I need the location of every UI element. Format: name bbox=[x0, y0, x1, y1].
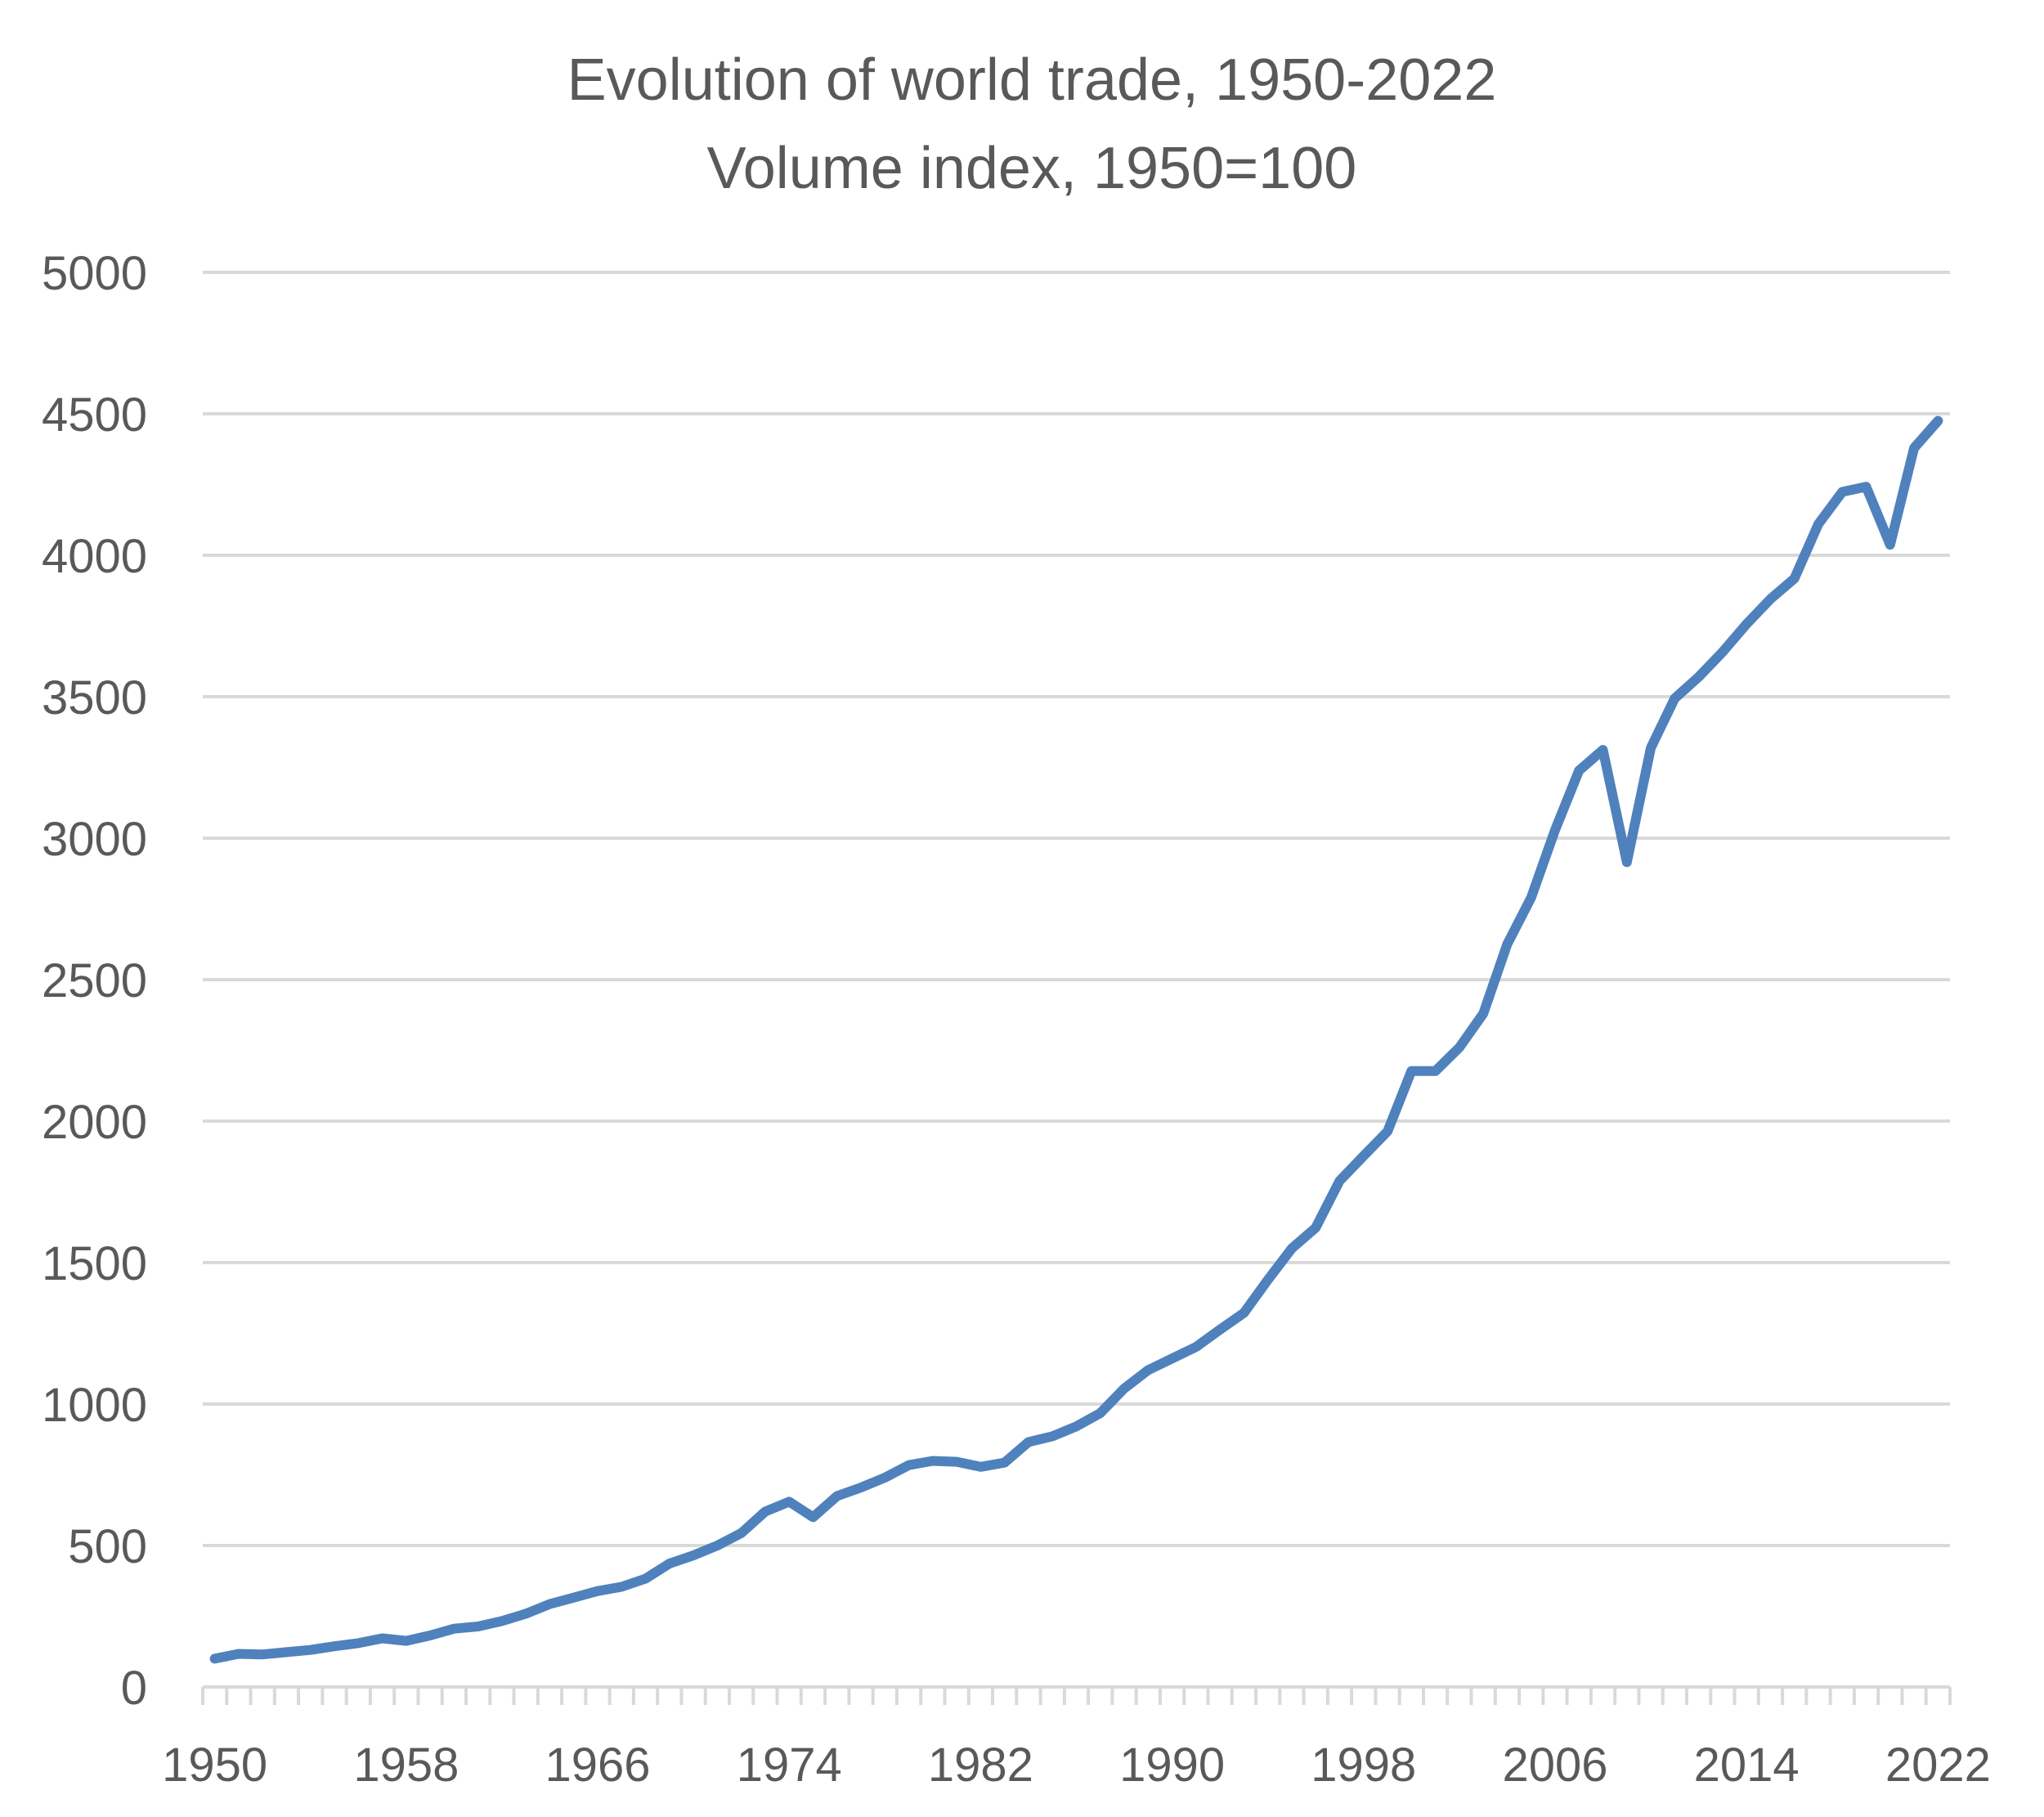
x-tick-label: 2014 bbox=[1694, 1738, 1800, 1792]
x-tick-label: 1990 bbox=[1119, 1738, 1225, 1792]
chart-subtitle: Volume index, 1950=100 bbox=[707, 136, 1357, 201]
series-line bbox=[209, 415, 1943, 1664]
y-tick-label: 5000 bbox=[42, 247, 147, 300]
y-tick-label: 500 bbox=[68, 1520, 147, 1573]
y-tick-label: 3500 bbox=[42, 671, 147, 725]
y-tick-label: 1500 bbox=[42, 1237, 147, 1290]
series-layer bbox=[209, 415, 1943, 1664]
x-tick-label: 2006 bbox=[1502, 1738, 1607, 1792]
y-tick-label: 2500 bbox=[42, 954, 147, 1007]
y-tick-label: 4000 bbox=[42, 530, 147, 583]
x-tick-label: 2022 bbox=[1885, 1738, 1991, 1792]
x-tick-label: 1982 bbox=[928, 1738, 1033, 1792]
y-tick-label: 0 bbox=[121, 1662, 147, 1715]
x-tick-label: 1974 bbox=[737, 1738, 842, 1792]
y-tick-label: 3000 bbox=[42, 813, 147, 866]
y-axis-labels: 0 500 1000 1500 2000 2500 3000 3500 4000 4500 5000 bbox=[42, 247, 147, 1715]
x-axis-labels: 1950 1958 1966 1974 1982 1990 1998 2006 2014 2022 bbox=[162, 1738, 1991, 1792]
x-axis bbox=[201, 1685, 1952, 1705]
gridlines bbox=[203, 271, 1950, 1547]
y-tick-label: 2000 bbox=[42, 1096, 147, 1149]
x-tick-label: 1950 bbox=[162, 1738, 267, 1792]
x-tick-label: 1998 bbox=[1311, 1738, 1416, 1792]
y-tick-label: 1000 bbox=[42, 1379, 147, 1432]
x-tick-label: 1966 bbox=[545, 1738, 651, 1792]
chart-title: Evolution of world trade, 1950-2022 bbox=[567, 47, 1497, 113]
x-tick-label: 1958 bbox=[353, 1738, 459, 1792]
y-tick-label: 4500 bbox=[42, 388, 147, 442]
